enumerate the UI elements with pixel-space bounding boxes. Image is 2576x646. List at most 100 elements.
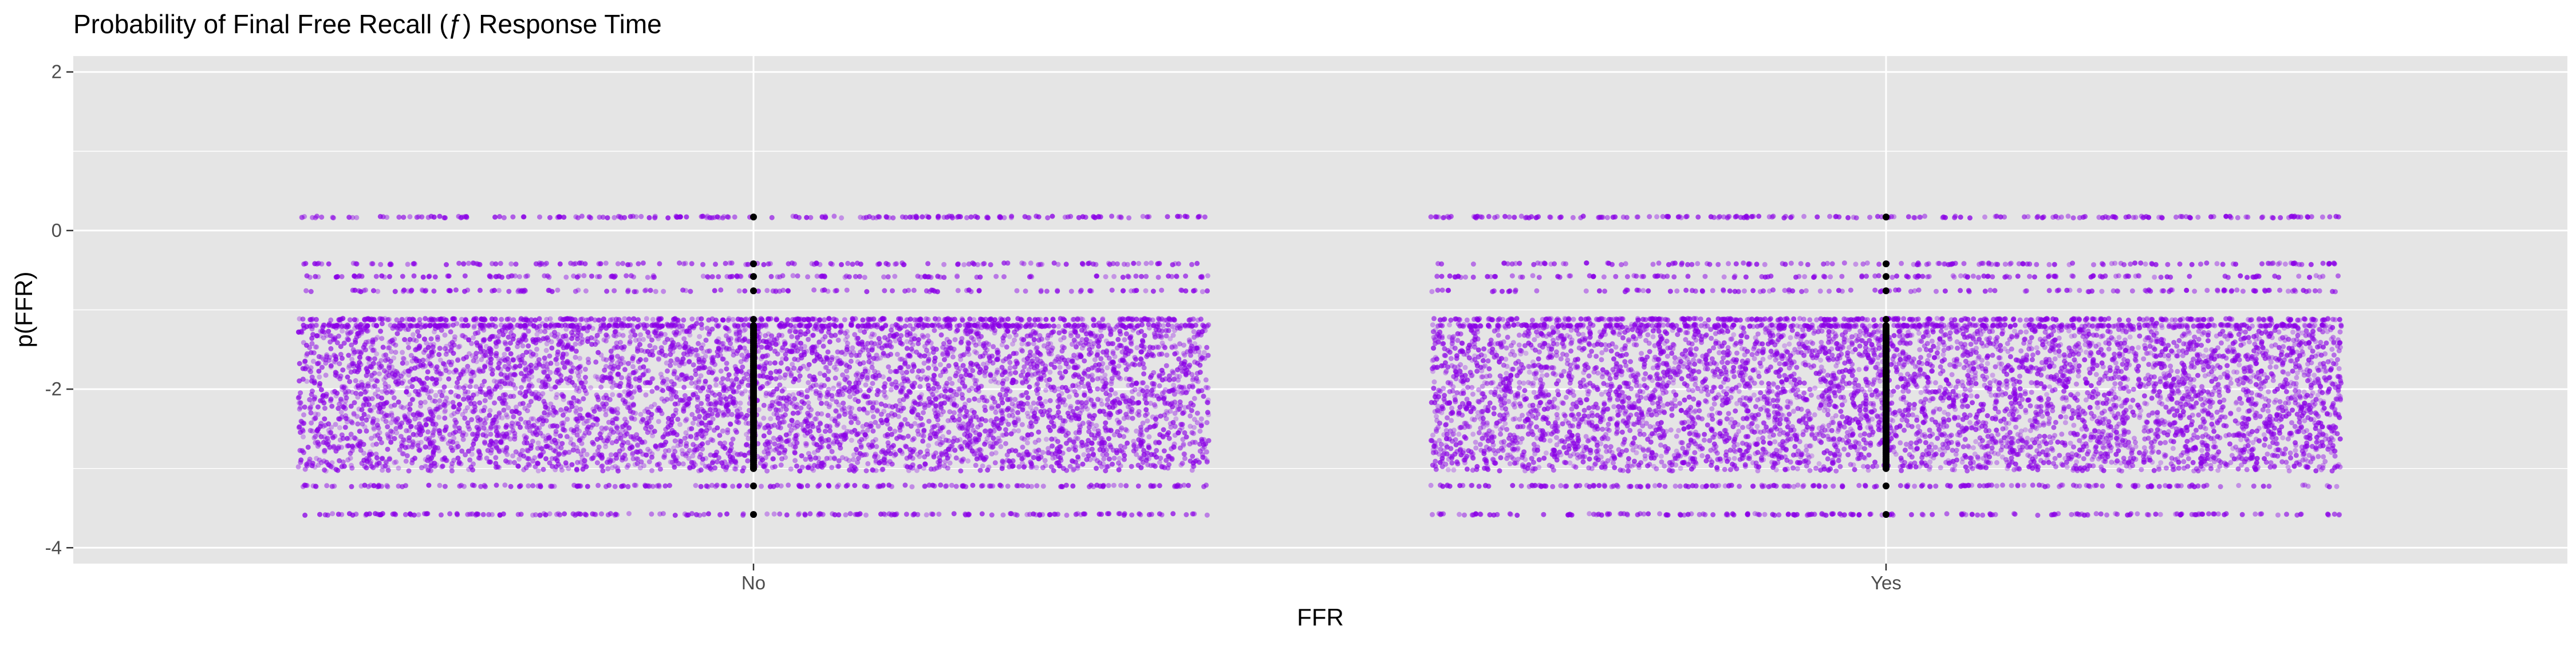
data-point — [1090, 402, 1095, 407]
data-point — [604, 288, 610, 294]
data-point — [1146, 325, 1152, 331]
data-point — [990, 360, 996, 366]
data-point — [970, 368, 976, 374]
data-point — [1123, 367, 1129, 372]
data-point — [349, 483, 354, 489]
data-point — [445, 273, 451, 279]
data-point — [1005, 483, 1011, 489]
data-point — [521, 317, 527, 323]
data-point — [1012, 397, 1018, 402]
data-point — [1087, 260, 1092, 266]
data-point — [431, 329, 437, 335]
data-point — [938, 372, 944, 378]
data-point — [582, 261, 588, 267]
data-point — [697, 334, 703, 339]
data-point — [701, 512, 707, 517]
data-point — [1103, 386, 1109, 392]
data-point — [917, 395, 922, 401]
data-point — [920, 214, 925, 220]
data-point — [626, 360, 631, 366]
data-point — [811, 358, 817, 364]
data-point — [820, 359, 826, 365]
data-point — [990, 483, 996, 489]
data-point — [966, 398, 972, 403]
data-point — [705, 274, 711, 279]
data-point — [1120, 395, 1126, 401]
data-point — [780, 287, 786, 293]
data-point — [1043, 316, 1049, 322]
data-point — [640, 260, 646, 266]
data-point — [599, 511, 604, 517]
data-point — [337, 361, 342, 367]
data-point — [661, 288, 666, 294]
data-point — [786, 482, 791, 488]
data-point — [921, 334, 926, 340]
data-point — [609, 357, 615, 363]
data-point — [427, 274, 432, 279]
data-point — [922, 274, 928, 280]
data-point — [593, 359, 599, 365]
data-point — [1087, 288, 1093, 294]
data-point — [700, 261, 706, 267]
data-point — [501, 215, 507, 220]
data-point — [407, 316, 412, 322]
data-point — [646, 334, 652, 339]
data-point — [540, 321, 546, 327]
data-point — [865, 410, 870, 416]
data-point — [1000, 378, 1006, 384]
data-point — [632, 289, 637, 295]
data-point — [687, 332, 693, 338]
data-point — [620, 325, 625, 331]
data-point — [1194, 371, 1200, 376]
data-point — [986, 342, 992, 347]
data-point — [530, 483, 536, 489]
data-point — [383, 358, 388, 363]
data-point — [397, 320, 403, 326]
data-point — [1106, 341, 1111, 347]
data-point — [897, 356, 903, 362]
data-point — [586, 214, 592, 220]
data-point — [901, 262, 907, 267]
data-point — [642, 288, 648, 294]
data-point — [1040, 483, 1046, 489]
data-point — [1058, 337, 1063, 343]
data-point — [352, 317, 357, 323]
data-point — [735, 316, 741, 322]
data-point — [720, 356, 725, 362]
data-point — [456, 402, 462, 407]
data-point — [558, 373, 564, 379]
data-point — [830, 261, 835, 267]
data-point — [973, 342, 979, 348]
data-point — [1052, 364, 1058, 370]
data-point — [461, 261, 467, 267]
data-point — [829, 393, 835, 398]
data-point — [759, 483, 764, 489]
data-point — [618, 215, 624, 221]
data-point — [638, 213, 644, 219]
data-point — [362, 287, 368, 293]
data-point — [886, 482, 892, 488]
data-point — [761, 402, 767, 408]
data-point — [1184, 512, 1189, 517]
data-point — [379, 336, 385, 342]
data-point — [299, 215, 305, 220]
data-point — [503, 341, 508, 347]
data-point — [317, 374, 322, 380]
data-point — [827, 402, 833, 407]
data-point — [716, 274, 721, 280]
data-point — [416, 346, 422, 351]
data-point — [768, 483, 774, 489]
data-point — [1016, 325, 1022, 330]
data-point — [657, 350, 662, 355]
data-point — [308, 350, 314, 355]
data-point — [1148, 483, 1154, 489]
data-point — [947, 326, 953, 331]
data-point — [792, 396, 798, 402]
data-point — [1186, 482, 1191, 488]
data-point — [796, 482, 802, 488]
data-point — [586, 360, 591, 366]
data-point — [1075, 316, 1080, 322]
data-point — [583, 317, 589, 323]
data-point — [673, 394, 679, 400]
